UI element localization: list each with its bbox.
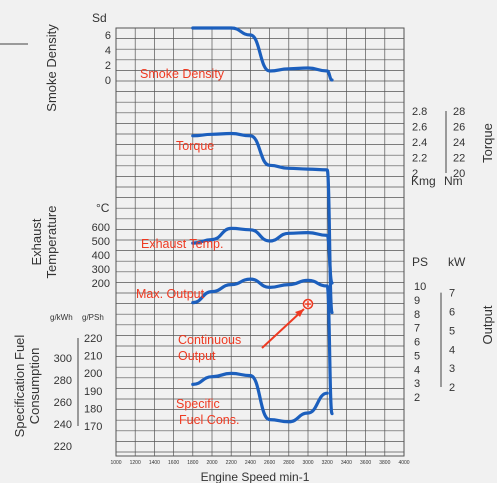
output-ps-tick-label: 4 — [414, 364, 420, 376]
fuel-psh-tick-label: 200 — [84, 368, 102, 380]
series-line-torque — [191, 131, 334, 315]
output-axis-label: Output — [480, 305, 495, 344]
x-tick-label: 4000 — [398, 460, 409, 466]
x-tick-label: 3400 — [341, 460, 352, 466]
annotation-fuel-line2: Fuel Cons. — [179, 413, 239, 427]
series-line-smoke — [191, 26, 334, 82]
continuous-output-arrowhead — [295, 309, 304, 318]
x-tick-label: 2400 — [245, 460, 256, 466]
smoke-tick-label: 0 — [105, 75, 111, 87]
output-ps-tick-label: 10 — [414, 281, 426, 293]
x-tick-label: 1800 — [187, 460, 198, 466]
fuel-axis-label-line1: Specification Fuel — [12, 335, 27, 438]
output-kw-tick-label: 5 — [449, 325, 455, 337]
output-ps-tick-label: 3 — [414, 378, 420, 390]
series-line-fuel — [191, 371, 329, 424]
x-tick-label: 1400 — [149, 460, 160, 466]
torque-axis-label: Torque — [480, 123, 495, 163]
series-line-exhaust — [191, 226, 334, 285]
output-ps-tick-label: 6 — [414, 337, 420, 349]
exhaust-tick-label: 500 — [92, 236, 110, 248]
torque-nm-tick-label: 24 — [453, 137, 465, 149]
smoke-tick-label: 4 — [105, 45, 111, 57]
x-tick-label: 2800 — [283, 460, 294, 466]
torque-kgm-tick-label: 2 — [412, 168, 418, 180]
x-tick-label: 2000 — [206, 460, 217, 466]
output-ps-tick-label: 2 — [414, 392, 420, 404]
x-tick-label: 2600 — [264, 460, 275, 466]
output-kw-unit-label: kW — [448, 255, 466, 269]
exhaust-tick-label: 600 — [92, 222, 110, 234]
fuel-kwh-unit-label: g/kWh — [50, 313, 73, 322]
annotation-continuous-output-line1: Continuous — [178, 333, 241, 347]
torque-kgm-tick-label: 2.4 — [412, 137, 427, 149]
x-axis-label: Engine Speed min-1 — [201, 470, 310, 483]
fuel-psh-tick-label: 190 — [84, 386, 102, 398]
exhaust-tick-label: 200 — [92, 278, 110, 290]
x-tick-label: 1000 — [110, 460, 121, 466]
annotation-max-output: Max. Output — [136, 287, 205, 301]
annotation-torque: Torque — [176, 139, 214, 153]
torque-nm-tick-label: 20 — [453, 168, 465, 180]
annotation-exhaust-temp: Exhaust Temp. — [141, 237, 223, 251]
torque-nm-tick-label: 28 — [453, 106, 465, 118]
exhaust-tick-label: 300 — [92, 264, 110, 276]
fuel-psh-tick-label: 180 — [84, 403, 102, 415]
torque-kgm-tick-label: 2.6 — [412, 122, 427, 134]
continuous-output-marker — [261, 298, 314, 349]
fuel-psh-unit-label: g/PSh — [82, 313, 104, 322]
annotation-smoke-density: Smoke Density — [140, 67, 225, 81]
output-ps-tick-label: 9 — [414, 295, 420, 307]
fuel-kwh-tick-label: 220 — [54, 441, 72, 453]
output-ps-tick-label: 8 — [414, 309, 420, 321]
fuel-psh-tick-label: 170 — [84, 421, 102, 433]
fuel-axis-label-line2: Consumption — [27, 348, 42, 425]
exhaust-axis-label-line1: Exhaust — [29, 218, 44, 265]
fuel-kwh-tick-label: 280 — [54, 375, 72, 387]
annotation-continuous-output-line2: Output — [178, 349, 216, 363]
smoke-tick-label: 2 — [105, 60, 111, 72]
x-tick-label: 3600 — [360, 460, 371, 466]
output-kw-tick-label: 4 — [449, 344, 455, 356]
torque-nm-unit-label: Nm — [444, 174, 463, 188]
x-tick-label: 3800 — [379, 460, 390, 466]
exhaust-tick-label: 400 — [92, 250, 110, 262]
output-kw-tick-label: 2 — [449, 382, 455, 394]
axes-group: 1000 1200 1400 1600 1800 2000 2200 2400 2600 2800… — [54, 30, 466, 466]
torque-kgm-tick-label: 2.8 — [412, 106, 427, 118]
output-kw-tick-label: 6 — [449, 307, 455, 319]
output-ps-tick-label: 5 — [414, 350, 420, 362]
output-kw-tick-label: 3 — [449, 363, 455, 375]
fuel-psh-tick-label: 220 — [84, 333, 102, 345]
fuel-psh-tick-label: 210 — [84, 351, 102, 363]
torque-nm-tick-label: 26 — [453, 122, 465, 134]
output-kw-tick-label: 7 — [449, 288, 455, 300]
series-lines — [191, 26, 334, 424]
annotation-fuel-line1: Specific — [176, 397, 220, 411]
output-ps-tick-label: 7 — [414, 323, 420, 335]
exhaust-unit-label: °C — [96, 201, 110, 215]
smoke-density-axis-label: Smoke Density — [44, 24, 59, 112]
fuel-kwh-tick-label: 300 — [54, 353, 72, 365]
x-tick-label: 1600 — [168, 460, 179, 466]
fuel-kwh-tick-label: 240 — [54, 419, 72, 431]
continuous-output-arrow — [261, 308, 305, 349]
smoke-unit-label: Sd — [92, 11, 107, 25]
torque-kgm-tick-label: 2.2 — [412, 153, 427, 165]
x-tick-label: 3200 — [322, 460, 333, 466]
series-line-max_output — [191, 277, 334, 416]
x-tick-label: 1200 — [130, 460, 141, 466]
x-tick-label: 2200 — [226, 460, 237, 466]
torque-kgm-unit-label: Kmg — [411, 174, 436, 188]
x-tick-label: 3000 — [302, 460, 313, 466]
output-ps-unit-label: PS — [412, 255, 428, 269]
torque-nm-tick-label: 22 — [453, 153, 465, 165]
exhaust-axis-label-line2: Temperature — [44, 206, 59, 279]
smoke-tick-label: 6 — [105, 30, 111, 42]
fuel-kwh-tick-label: 260 — [54, 397, 72, 409]
